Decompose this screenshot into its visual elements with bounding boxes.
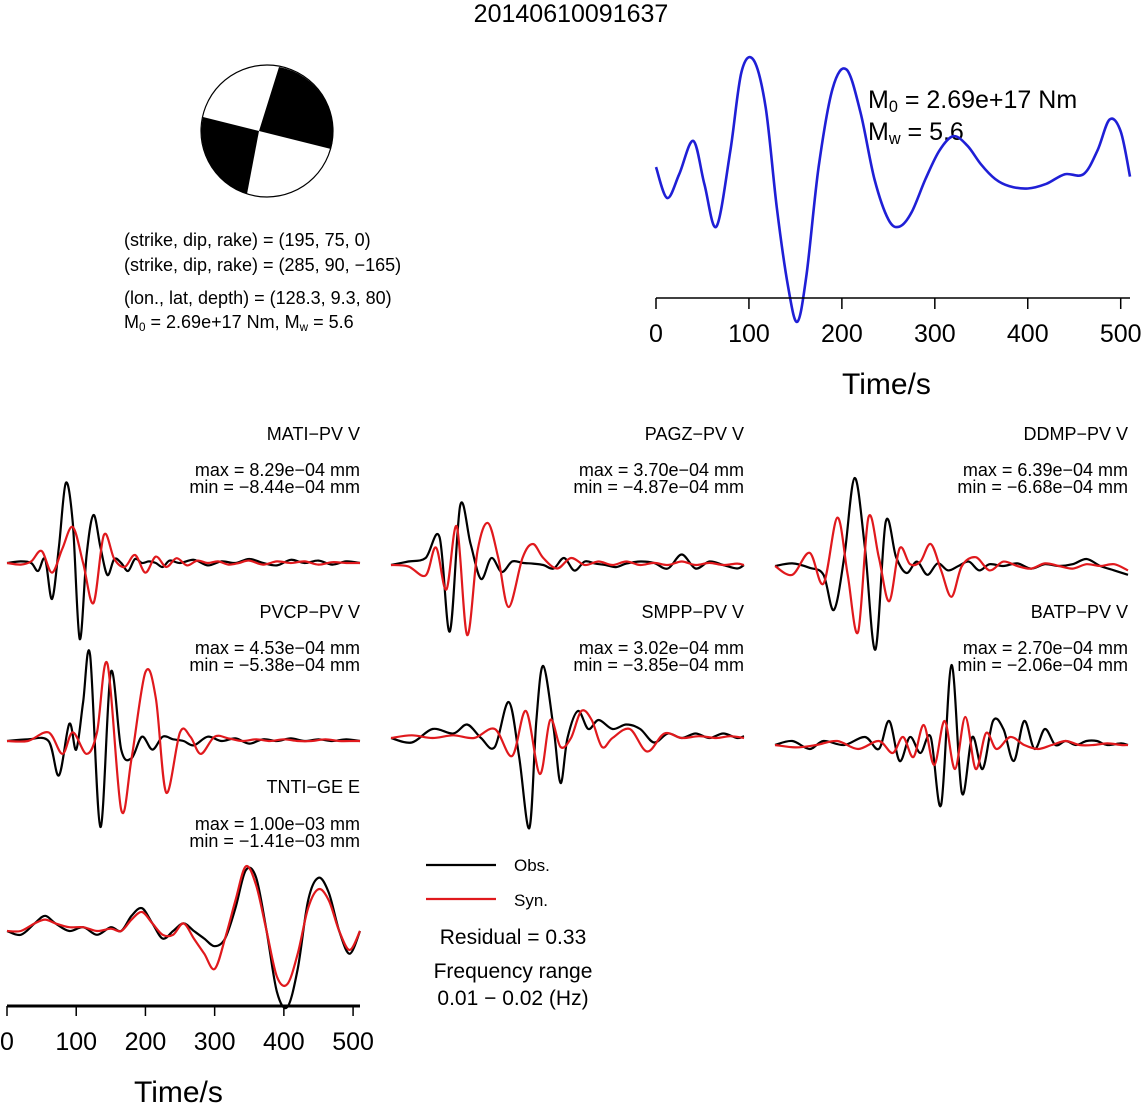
residual-text: Residual = 0.33 bbox=[439, 926, 587, 949]
observed-waveform bbox=[390, 501, 745, 633]
stf-x-tick-label: 200 bbox=[821, 320, 863, 348]
synthetic-waveform bbox=[390, 521, 745, 637]
station-max-amplitude: max = 3.02e−04 mm bbox=[578, 638, 744, 658]
frequency-range-value: 0.01 − 0.02 (Hz) bbox=[437, 987, 589, 1010]
location-depth: (lon., lat, depth) = (128.3, 9.3, 80) bbox=[124, 288, 392, 308]
station-min-amplitude: min = −4.87e−04 mm bbox=[573, 477, 744, 497]
station-min-amplitude: min = −3.85e−04 mm bbox=[573, 655, 744, 675]
station-name: SMPP−PV V bbox=[641, 602, 744, 622]
synthetic-waveform bbox=[774, 715, 1129, 771]
station-panel-4 bbox=[390, 664, 745, 830]
station-min-amplitude: min = −5.38e−04 mm bbox=[189, 655, 360, 675]
frequency-range-label: Frequency range bbox=[433, 960, 593, 983]
synthetic-waveform bbox=[774, 514, 1129, 635]
stf-x-axis-label: Time/s bbox=[842, 368, 931, 401]
station-max-amplitude: max = 8.29e−04 mm bbox=[194, 460, 360, 480]
moment-summary: M0 = 2.69e+17 Nm, Mw = 5.6 bbox=[124, 312, 354, 334]
waveform-x-axis-label: Time/s bbox=[134, 1076, 223, 1106]
stf-x-tick-label: 500 bbox=[1099, 320, 1142, 348]
station-min-amplitude: min = −2.06e−04 mm bbox=[957, 655, 1128, 675]
station-name: TNTI−GE E bbox=[266, 777, 360, 797]
stf-x-tick-label: 0 bbox=[649, 320, 663, 348]
waveform-x-tick-label: 500 bbox=[332, 1028, 374, 1056]
stf-m0-label: M0 = 2.69e+17 Nm bbox=[868, 86, 1078, 117]
observed-waveform bbox=[390, 664, 745, 830]
station-max-amplitude: max = 3.70e−04 mm bbox=[578, 460, 744, 480]
station-min-amplitude: min = −1.41e−03 mm bbox=[189, 831, 360, 851]
stf-x-tick-label: 100 bbox=[728, 320, 770, 348]
nodal-plane-1: (strike, dip, rake) = (195, 75, 0) bbox=[124, 230, 371, 250]
synthetic-waveform bbox=[6, 525, 361, 605]
station-panel-0 bbox=[6, 481, 361, 641]
station-name: PAGZ−PV V bbox=[644, 424, 744, 444]
stf-x-tick-label: 400 bbox=[1006, 320, 1049, 348]
station-max-amplitude: max = 4.53e−04 mm bbox=[194, 638, 360, 658]
station-panel-2 bbox=[774, 476, 1129, 651]
stf-x-tick-label: 300 bbox=[913, 320, 956, 348]
synthetic-waveform bbox=[390, 709, 745, 776]
waveform-x-tick-label: 300 bbox=[193, 1028, 236, 1056]
station-max-amplitude: max = 1.00e−03 mm bbox=[194, 814, 360, 834]
observed-waveform bbox=[774, 663, 1129, 808]
nodal-plane-2: (strike, dip, rake) = (285, 90, −165) bbox=[124, 255, 402, 275]
station-min-amplitude: min = −6.68e−04 mm bbox=[957, 477, 1128, 497]
waveform-x-tick-label: 100 bbox=[55, 1028, 98, 1056]
station-panel-5 bbox=[774, 663, 1129, 808]
station-name: MATI−PV V bbox=[266, 424, 360, 444]
legend-obs-label: Obs. bbox=[514, 856, 550, 875]
synthetic-waveform bbox=[6, 660, 360, 814]
station-panel-6 bbox=[6, 864, 362, 1010]
waveform-x-tick-label: 400 bbox=[263, 1028, 305, 1056]
stf-mw-label: Mw = 5.6 bbox=[868, 118, 964, 149]
observed-waveform bbox=[6, 649, 361, 829]
station-max-amplitude: max = 2.70e−04 mm bbox=[962, 638, 1128, 658]
station-name: PVCP−PV V bbox=[259, 602, 360, 622]
waveform-x-tick-label: 0 bbox=[0, 1028, 14, 1056]
station-panel-3 bbox=[6, 649, 361, 829]
station-name: BATP−PV V bbox=[1030, 602, 1128, 622]
synthetic-waveform bbox=[6, 864, 361, 987]
waveform-x-tick-label: 200 bbox=[124, 1028, 167, 1056]
observed-waveform bbox=[6, 866, 362, 1010]
figure-title: 20140610091637 bbox=[473, 0, 669, 28]
legend-syn-label: Syn. bbox=[514, 891, 549, 910]
station-max-amplitude: max = 6.39e−04 mm bbox=[962, 460, 1128, 480]
station-min-amplitude: min = −8.44e−04 mm bbox=[189, 477, 360, 497]
stf-series-line bbox=[654, 55, 1132, 324]
station-panel-1 bbox=[390, 501, 745, 637]
station-name: DDMP−PV V bbox=[1023, 424, 1128, 444]
